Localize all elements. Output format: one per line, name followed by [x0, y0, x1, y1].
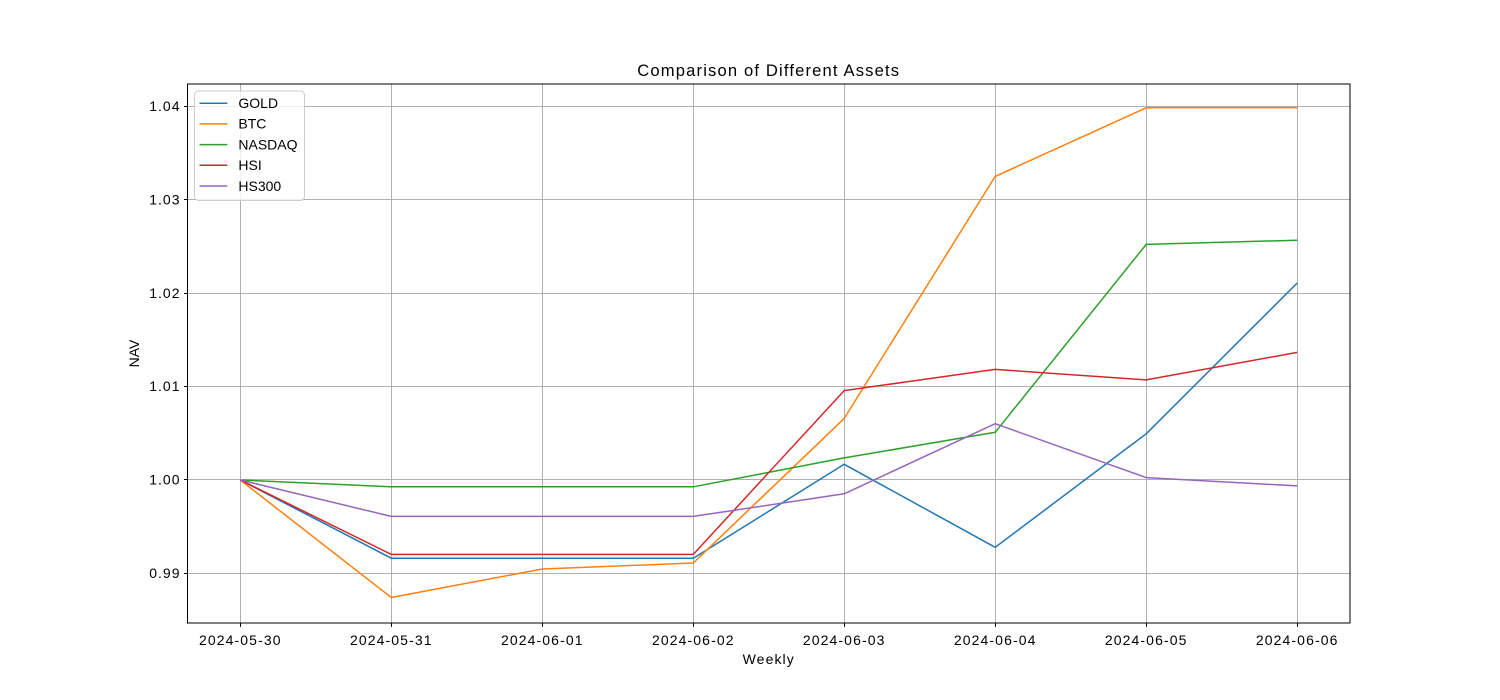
svg-text:Weekly: Weekly	[743, 651, 795, 667]
svg-text:2024-05-30: 2024-05-30	[199, 632, 282, 648]
svg-text:1.03: 1.03	[149, 192, 180, 208]
svg-text:2024-06-03: 2024-06-03	[803, 632, 886, 648]
svg-text:2024-06-02: 2024-06-02	[652, 632, 735, 648]
svg-text:1.00: 1.00	[149, 472, 180, 488]
svg-text:2024-06-01: 2024-06-01	[501, 632, 584, 648]
svg-text:2024-06-06: 2024-06-06	[1256, 632, 1339, 648]
svg-text:1.04: 1.04	[149, 98, 180, 114]
svg-text:1.01: 1.01	[149, 378, 180, 394]
svg-text:2024-06-04: 2024-06-04	[954, 632, 1037, 648]
svg-text:Comparison of Different Assets: Comparison of Different Assets	[637, 61, 900, 80]
svg-text:2024-05-31: 2024-05-31	[350, 632, 433, 648]
svg-text:0.99: 0.99	[149, 565, 180, 581]
svg-text:NAV: NAV	[126, 339, 142, 367]
svg-text:BTC: BTC	[238, 116, 266, 132]
svg-text:GOLD: GOLD	[238, 95, 278, 111]
svg-text:HSI: HSI	[238, 157, 261, 173]
svg-text:HS300: HS300	[238, 178, 281, 194]
svg-text:NASDAQ: NASDAQ	[238, 136, 297, 152]
svg-text:1.02: 1.02	[149, 285, 180, 301]
svg-text:2024-06-05: 2024-06-05	[1105, 632, 1188, 648]
